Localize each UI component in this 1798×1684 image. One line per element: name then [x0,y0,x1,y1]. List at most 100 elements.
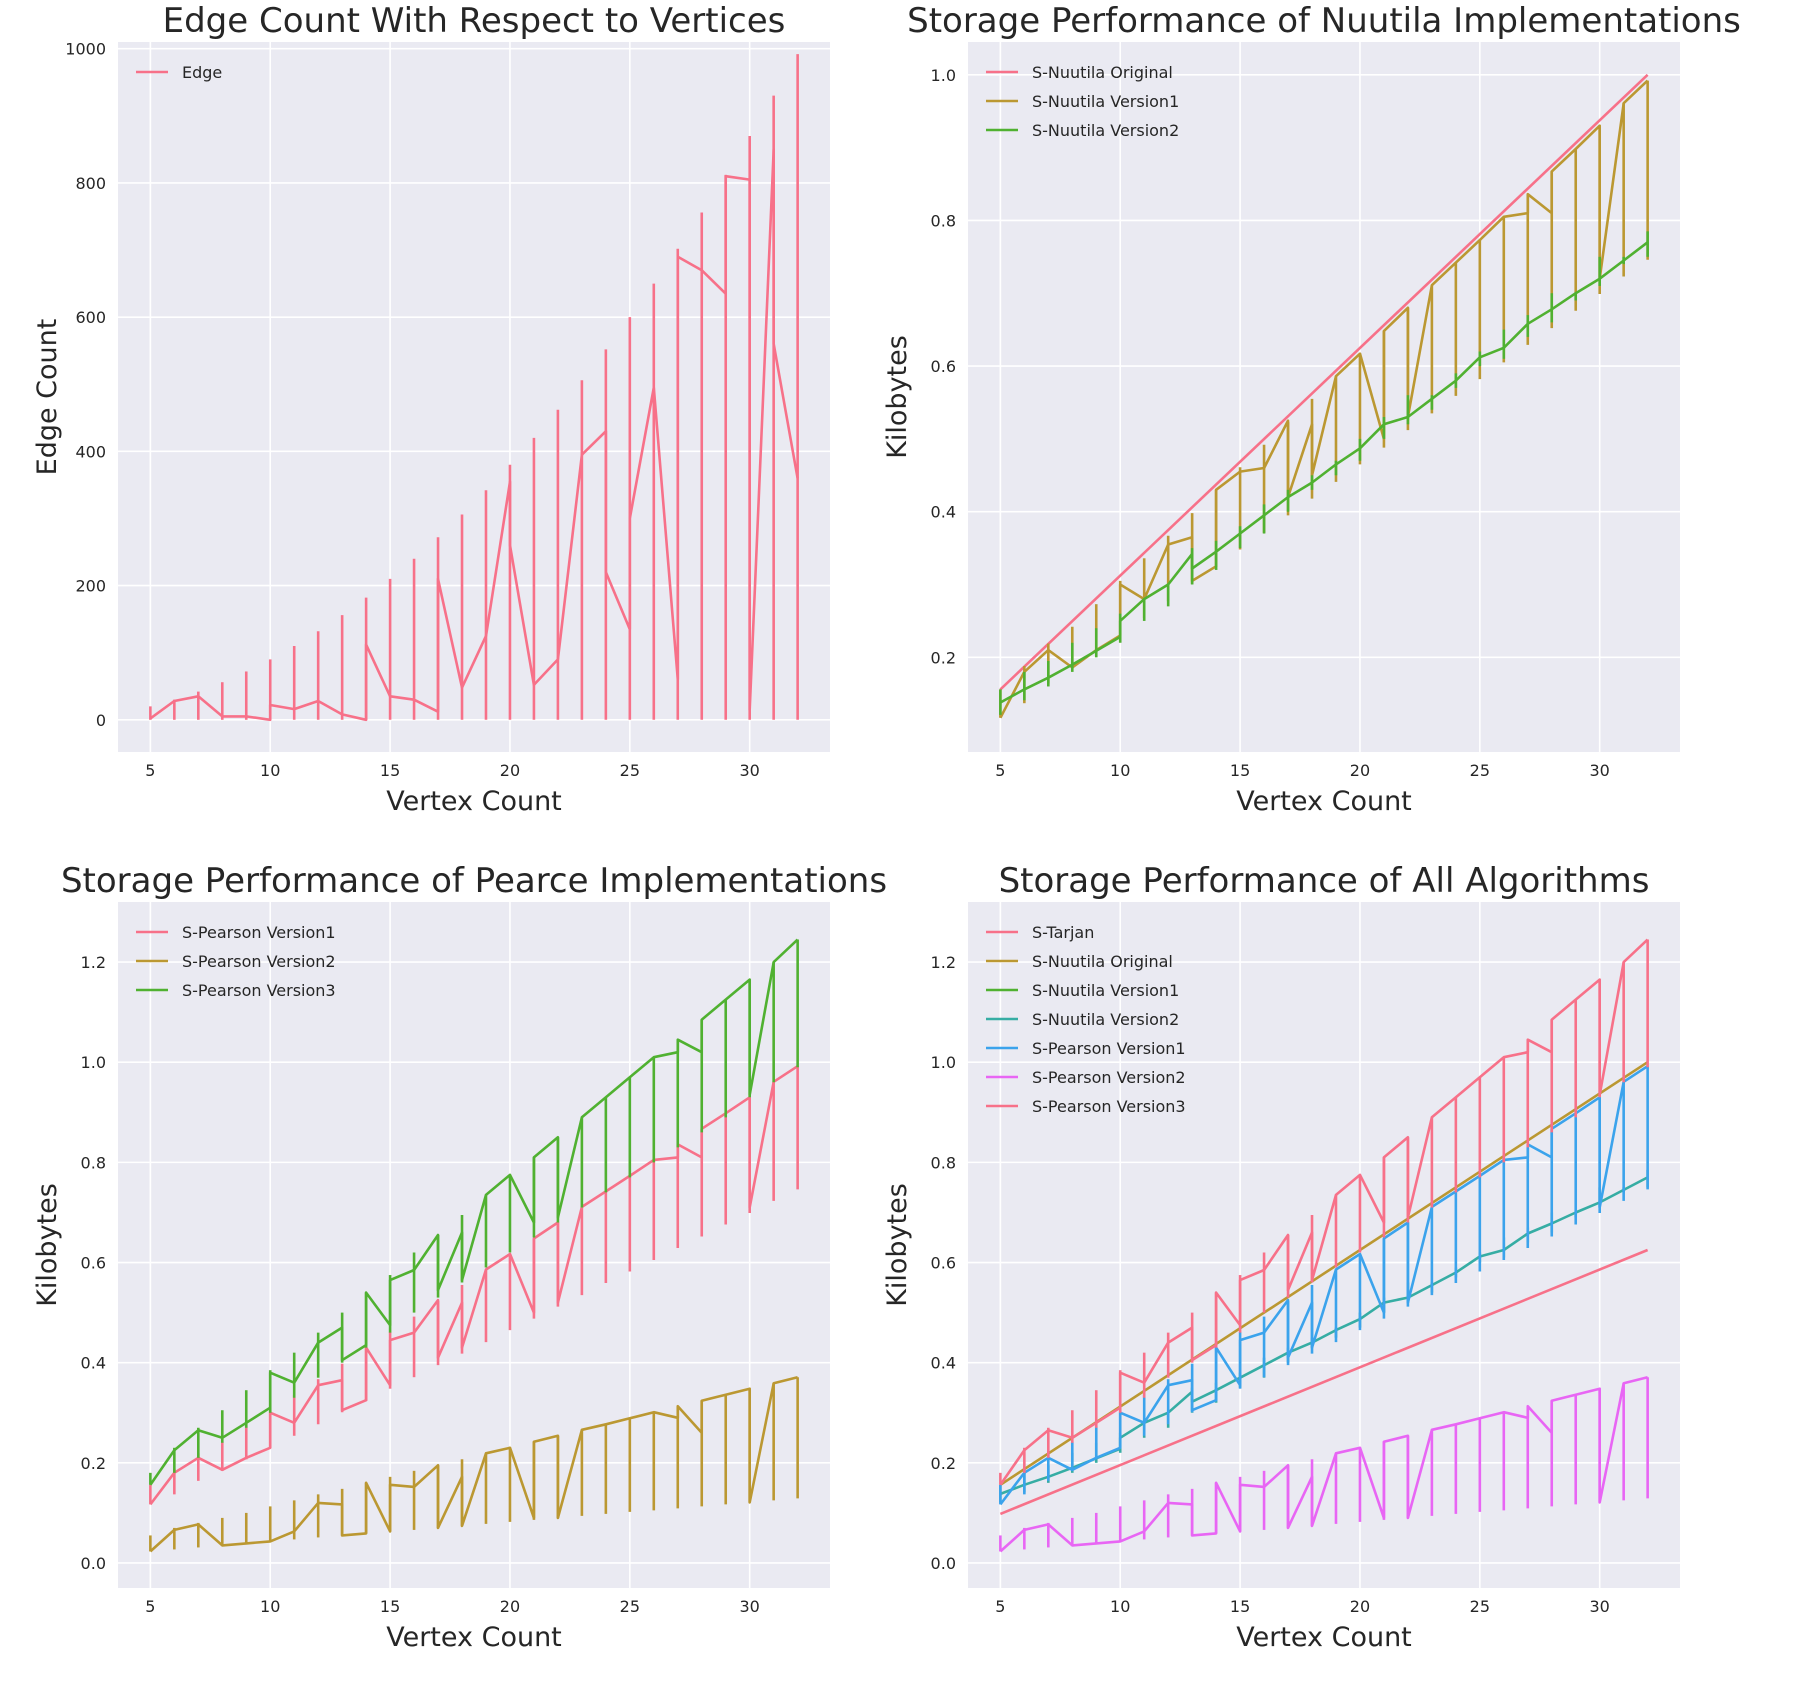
series-edge [149,54,799,722]
series-s-pearson-version3 [999,938,1649,1486]
legend-entry: S-Nuutila Version2 [1032,121,1179,140]
y-tick-label: 0 [96,711,106,730]
x-tick-label: 30 [1590,761,1610,780]
series-s-pearson-version3 [149,938,799,1486]
y-tick-label: 1.0 [931,66,956,85]
plot-area [118,42,830,752]
x-tick-label: 25 [1470,761,1490,780]
series-line [149,1065,799,1506]
series-s-nuutila-original [999,73,1649,691]
legend-entry: S-Tarjan [1032,923,1094,942]
legend: S-Nuutila Original S-Nuutila Version1 S-Nu… [986,63,1179,140]
y-tick-label: 0.2 [81,1454,106,1473]
x-tick-label: 5 [995,1597,1005,1616]
x-tick-label: 20 [500,1597,520,1616]
x-tick-label: 15 [1230,761,1250,780]
y-tick-label: 200 [75,577,106,596]
x-tick-label: 5 [145,761,155,780]
series-line [999,241,1649,704]
x-tick-label: 15 [1230,1597,1250,1616]
legend-entry: S-Nuutila Version2 [1032,1010,1179,1029]
y-tick-label: 0.6 [931,1254,956,1273]
series-line [149,938,799,1486]
y-tick-label: 0.4 [931,1354,956,1373]
series-line [149,148,799,722]
y-tick-label: 0.6 [81,1254,106,1273]
y-tick-label: 0.0 [81,1554,106,1573]
legend-entry: S-Pearson Version3 [182,981,336,1000]
y-tick-label: 1.2 [81,953,106,972]
y-tick-label: 0.8 [931,1153,956,1172]
y-axis-label: Kilobytes [882,335,913,459]
plot-area [968,42,1680,752]
x-tick-label: 5 [145,1597,155,1616]
y-tick-label: 0.0 [931,1554,956,1573]
legend: S-Pearson Version1 S-Pearson Version2 S-Pe… [136,923,336,1000]
series-s-nuutila-version2 [999,231,1649,715]
legend: Edge [136,63,222,82]
chart-title: Storage Performance of Nuutila Implement… [907,1,1741,41]
x-axis-label: Vertex Count [1236,1622,1412,1653]
legend-entry: S-Pearson Version2 [182,952,336,971]
legend-entry: S-Nuutila Version1 [1032,981,1179,1000]
y-tick-label: 0.4 [81,1354,106,1373]
x-tick-label: 30 [740,761,760,780]
y-axis-label: Edge Count [32,319,63,476]
x-tick-label: 30 [1590,1597,1610,1616]
series-line [999,1248,1649,1516]
series-line [999,938,1649,1486]
series-s-tarjan [999,1248,1649,1516]
chart-panel-1: 5 10 15 20 25 30 0 200 400 600 800 1000 Edge Count W… [32,1,830,817]
chart-title: Storage Performance of All Algorithms [999,861,1650,901]
y-tick-label: 600 [75,308,106,327]
y-axis-label: Kilobytes [882,1183,913,1307]
chart-panel-2: 5 10 15 20 25 30 0.2 0.4 0.6 0.8 1.0 Storage Perfor… [882,1,1741,817]
legend-entry: S-Pearson Version1 [182,923,336,942]
series-s-pearson-version1 [149,1065,799,1506]
chart-title: Storage Performance of Pearce Implementa… [61,861,887,901]
y-tick-label: 0.4 [931,503,956,522]
x-tick-label: 10 [1110,761,1130,780]
x-tick-label: 20 [1350,761,1370,780]
series-line [999,79,1649,719]
legend-entry: S-Nuutila Original [1032,63,1173,82]
y-tick-label: 400 [75,442,106,461]
series-s-pearson-version2 [999,1375,1649,1553]
series-layer [999,938,1649,1553]
series-line [999,1375,1648,1553]
legend: S-Tarjan S-Nuutila Original S-Nuutila Vers… [986,923,1186,1116]
y-tick-label: 800 [75,174,106,193]
x-tick-label: 25 [620,1597,640,1616]
series-layer [149,54,799,722]
series-line [149,1375,798,1553]
y-tick-label: 0.8 [931,211,956,230]
x-axis-label: Vertex Count [386,786,562,817]
x-tick-label: 10 [1110,1597,1130,1616]
y-tick-label: 0.8 [81,1153,106,1172]
plot-area [968,902,1680,1588]
series-s-pearson-version2 [149,1375,799,1553]
x-tick-label: 10 [260,1597,280,1616]
y-tick-label: 0.2 [931,1454,956,1473]
legend-entry: S-Nuutila Version1 [1032,92,1179,111]
y-axis-label: Kilobytes [32,1183,63,1307]
series-layer [149,938,799,1553]
chart-panel-4: 5 10 15 20 25 30 0.0 0.2 0.4 0.6 0.8 1.0 1.2 Storage … [882,861,1680,1653]
x-tick-label: 15 [380,761,400,780]
x-tick-label: 25 [1470,1597,1490,1616]
x-tick-label: 30 [740,1597,760,1616]
y-tick-label: 1.0 [81,1053,106,1072]
series-layer [999,73,1649,719]
x-tick-label: 25 [620,761,640,780]
x-tick-label: 10 [260,761,280,780]
series-s-pearson-version1 [999,1065,1649,1506]
series-line [999,1065,1649,1506]
plot-area [118,902,830,1588]
y-tick-label: 1.0 [931,1053,956,1072]
x-tick-label: 20 [1350,1597,1370,1616]
y-tick-label: 1.2 [931,953,956,972]
x-tick-label: 15 [380,1597,400,1616]
y-tick-label: 1000 [65,40,106,59]
chart-panel-3: 5 10 15 20 25 30 0.0 0.2 0.4 0.6 0.8 1.0 1.2 Storage … [32,861,887,1653]
